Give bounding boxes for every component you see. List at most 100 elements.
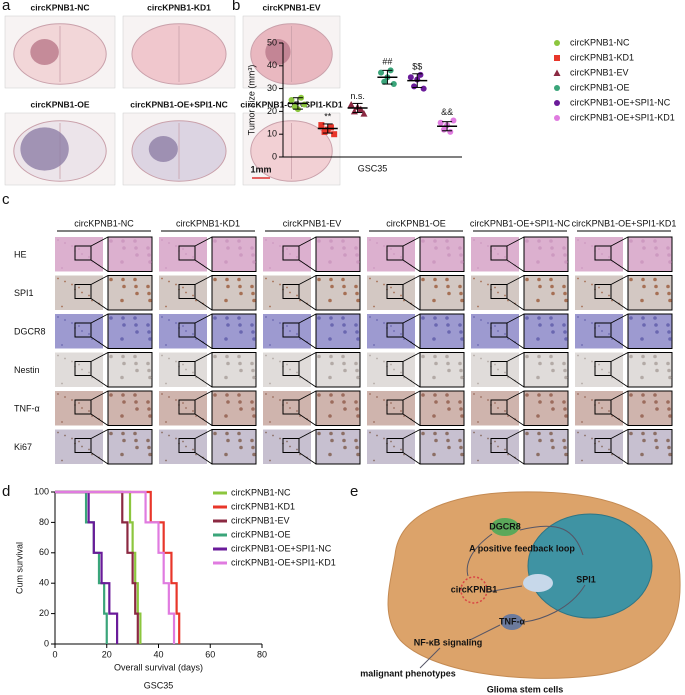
nucleus [564, 260, 568, 264]
nucleus [57, 316, 59, 318]
nucleus [641, 431, 645, 436]
zoom-image [211, 390, 257, 426]
nucleus [611, 376, 613, 379]
zoom-box [386, 361, 404, 376]
y-tick-label: 100 [34, 486, 49, 496]
nucleus [88, 294, 90, 297]
nucleus [598, 402, 600, 404]
nucleus [168, 396, 170, 398]
nucleus [237, 277, 241, 282]
data-point [360, 110, 368, 117]
nucleus [393, 445, 395, 448]
zoom-image [523, 275, 569, 311]
nucleus [434, 361, 438, 366]
nucleus [390, 440, 392, 443]
zoom-box [282, 361, 300, 376]
zoom-line [90, 275, 109, 285]
nucleus [562, 361, 566, 366]
nucleus [373, 267, 375, 269]
nucleus [601, 291, 603, 294]
nucleus [666, 438, 670, 443]
nucleus [226, 438, 230, 443]
nucleus [654, 246, 658, 250]
nucleus [598, 325, 600, 327]
nucleus [356, 337, 360, 341]
nucleus [239, 445, 243, 450]
zoom-image [315, 352, 361, 388]
y-tick-label: 0 [44, 638, 49, 648]
nucleus [668, 337, 672, 341]
nucleus [642, 400, 646, 404]
nucleus [403, 453, 405, 456]
nucleus [192, 294, 194, 297]
nucleus [393, 330, 395, 332]
nucleus [175, 360, 177, 363]
nucleus [473, 239, 475, 241]
nucleus [668, 260, 672, 264]
nucleus [584, 357, 586, 360]
nucleus [497, 368, 499, 371]
nucleus [251, 330, 255, 334]
nucleus [64, 242, 66, 244]
nucleus [551, 368, 555, 373]
zoom-line [610, 313, 629, 324]
zoom-line [298, 352, 317, 362]
nucleus [494, 440, 496, 443]
nucleus [629, 431, 633, 436]
zoom-line [506, 259, 525, 272]
nucleus [91, 261, 93, 263]
zoom-line [402, 336, 421, 349]
nucleus [458, 438, 462, 443]
nucleus [536, 337, 540, 341]
zoom-line [90, 259, 109, 272]
nucleus [640, 260, 644, 264]
nucleus [667, 407, 671, 411]
nucleus [355, 291, 359, 296]
nucleus [421, 239, 425, 243]
zoom-line [90, 390, 109, 401]
nucleus [563, 253, 567, 257]
nucleus-body [527, 513, 653, 619]
panel-label: d [2, 483, 10, 500]
nucleus [78, 363, 80, 366]
zoom-image [107, 313, 153, 349]
nucleus [238, 361, 242, 366]
zoom-line [506, 413, 525, 426]
data-point [450, 117, 457, 124]
nucleus [581, 459, 583, 462]
nucleus [537, 354, 541, 359]
nucleus [61, 267, 63, 269]
nucleus [269, 459, 271, 462]
nucleus [296, 256, 298, 258]
nucleus [296, 294, 298, 297]
zoom-line [610, 259, 629, 272]
nucleus [393, 368, 395, 371]
nucleus [598, 286, 600, 289]
nucleus [549, 316, 553, 320]
nucleus [296, 410, 298, 412]
tissue-image [263, 314, 311, 349]
zoom-image [315, 429, 361, 465]
nucleus [504, 256, 506, 258]
zoom-line [298, 375, 317, 388]
nucleus [376, 396, 378, 398]
spi1-protein [523, 574, 553, 592]
nucleus [487, 399, 489, 401]
nucleus [78, 286, 80, 289]
tissue-image [575, 237, 623, 272]
zoom-line [298, 259, 317, 272]
nucleus [121, 354, 125, 359]
nucleus [330, 361, 334, 366]
nucleus [133, 239, 137, 243]
tissue-image [471, 352, 519, 387]
nucleus [269, 305, 271, 308]
nucleus [563, 445, 567, 450]
nucleus [272, 357, 274, 360]
nucleus [147, 291, 151, 296]
nucleus [403, 261, 405, 263]
nucleus [668, 414, 672, 418]
nucleus [252, 414, 256, 418]
nucleus [71, 245, 73, 247]
nucleus [71, 437, 73, 440]
nucleus [343, 368, 347, 373]
